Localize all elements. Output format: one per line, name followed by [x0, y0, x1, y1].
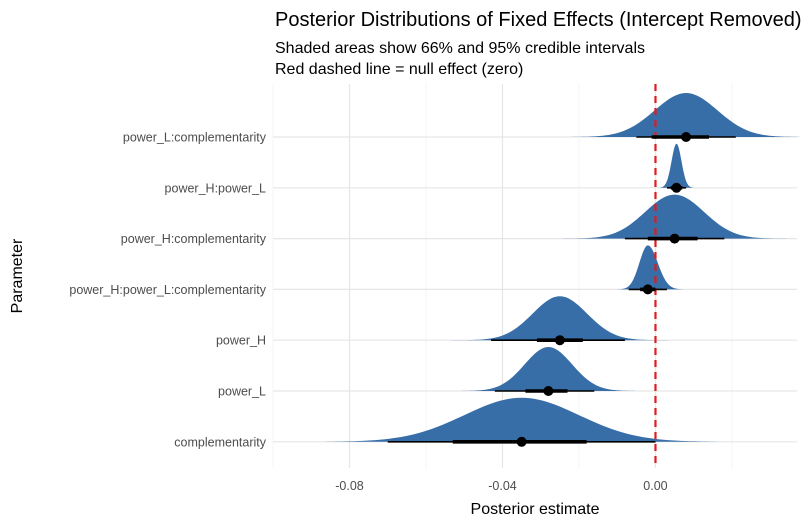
- median-point-power-H: [554, 335, 565, 346]
- density-power-H-complementarity: [542, 194, 807, 239]
- y-tick-label: power_L: [218, 385, 266, 399]
- median-point-complementarity: [516, 436, 527, 447]
- y-tick-label: complementarity: [174, 435, 266, 449]
- x-axis-title: Posterior estimate: [471, 501, 600, 518]
- y-tick-label: power_H:complementarity: [121, 232, 267, 246]
- x-tick-label: -0.08: [335, 479, 364, 493]
- x-tick-labels: -0.08 -0.04 0.00: [335, 479, 667, 493]
- median-point-power-H-power-L: [671, 182, 682, 193]
- y-tick-label: power_L:complementarity: [123, 131, 267, 145]
- median-point-power-H-power-L-complementarity: [642, 284, 653, 295]
- density-power-H: [437, 296, 683, 341]
- density-power-H-power-L-complementarity: [609, 245, 686, 290]
- density-power-H-power-L: [654, 143, 699, 188]
- chart-subtitle-line-2: Red dashed line = null effect (zero): [275, 61, 523, 78]
- x-tick-label: -0.04: [488, 479, 517, 493]
- y-axis-title: Parameter: [9, 238, 26, 313]
- y-tick-labels: power_L:complementarity power_H:power_Lpo…: [69, 131, 266, 450]
- y-tick-label: power_H: [216, 334, 266, 348]
- y-tick-label: power_H:power_L:complementarity: [69, 283, 266, 297]
- density-layer: [263, 93, 807, 442]
- y-tick-label: power_H:power_L: [165, 181, 266, 195]
- median-point-power-H-complementarity: [669, 233, 680, 244]
- density-complementarity: [263, 397, 780, 442]
- median-point-power-L-complementarity: [681, 132, 692, 142]
- density-power-L: [441, 347, 656, 391]
- chart-title: Posterior Distributions of Fixed Effects…: [275, 9, 802, 31]
- density-power-L-complementarity: [544, 93, 807, 137]
- median-point-power-L: [543, 386, 554, 396]
- x-tick-label: 0.00: [643, 479, 667, 493]
- interval-layer: [387, 132, 736, 447]
- chart-subtitle-line-1: Shaded areas show 66% and 95% credible i…: [275, 40, 645, 57]
